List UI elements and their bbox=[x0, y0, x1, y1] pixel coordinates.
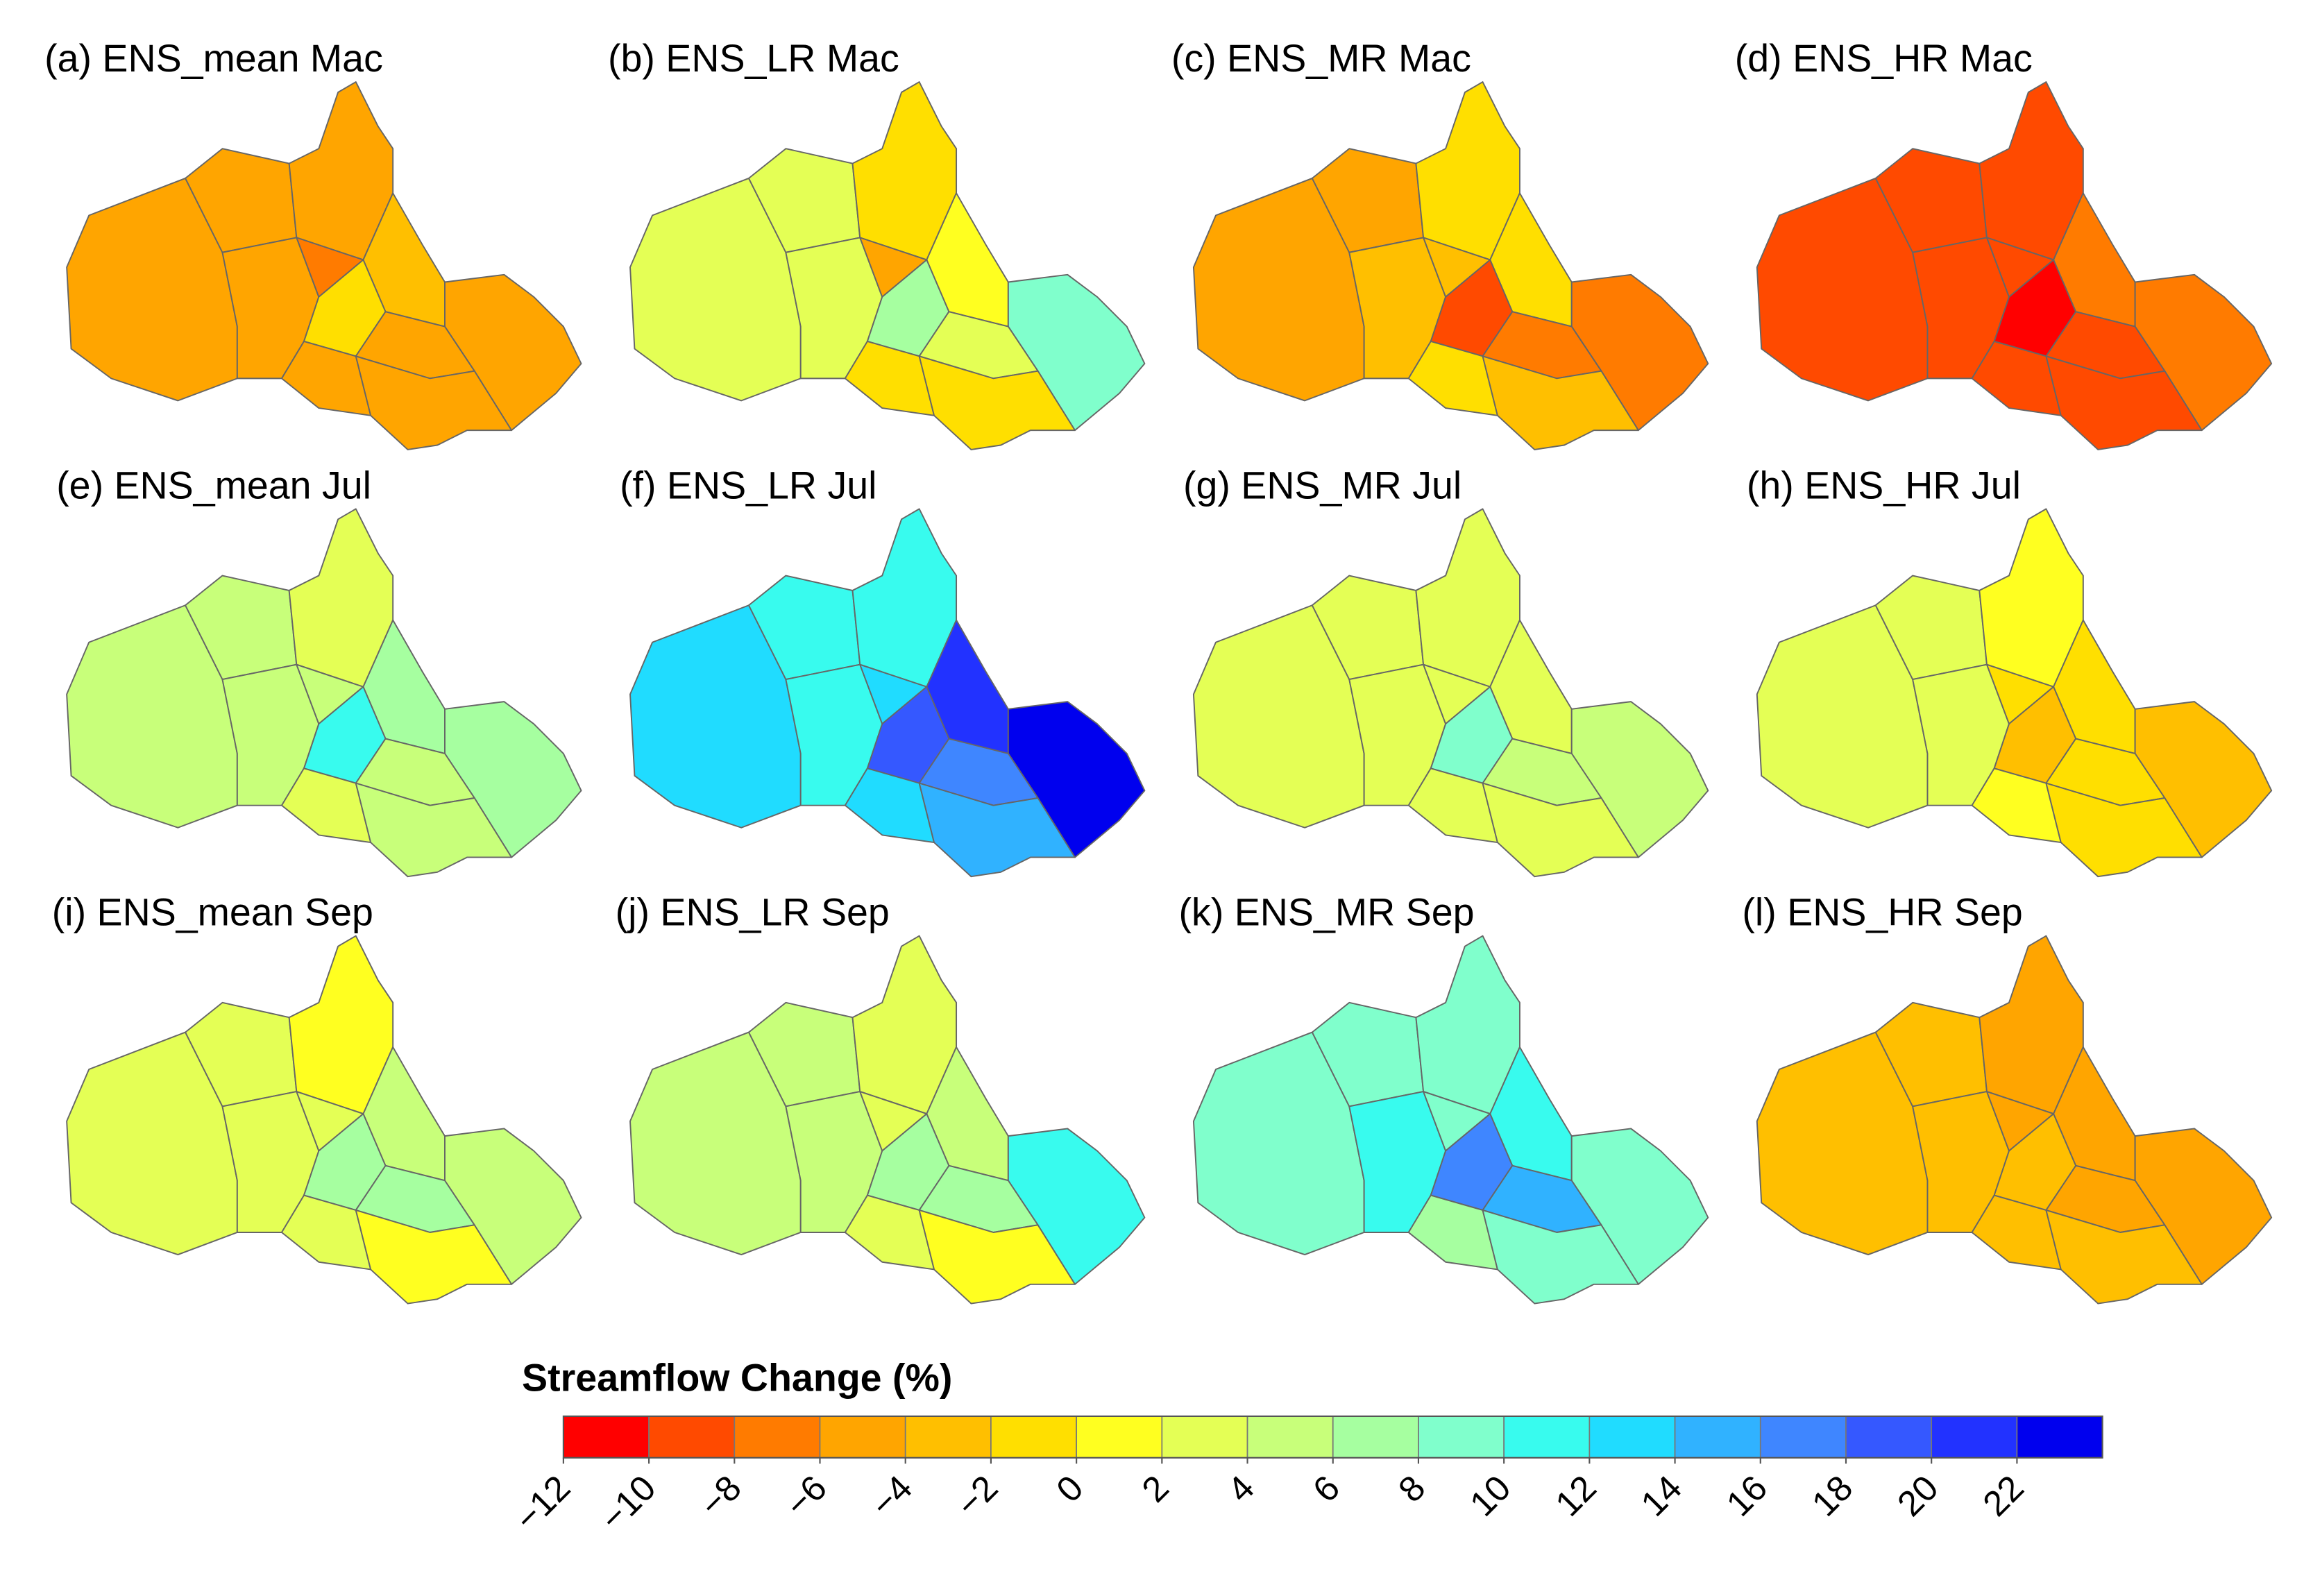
panel-title: (l) ENS_HR Sep bbox=[1742, 891, 2022, 934]
panel-map bbox=[1756, 935, 2273, 1305]
colorbar-tick-label: 16 bbox=[1719, 1468, 1775, 1524]
colorbar-bin bbox=[2016, 1416, 2103, 1459]
sub-basin bbox=[1482, 782, 1639, 878]
sub-basin bbox=[1407, 767, 1498, 844]
sub-basin bbox=[1971, 340, 2062, 416]
sub-basin bbox=[1482, 1209, 1639, 1305]
colorbar-bin bbox=[1845, 1416, 1933, 1459]
panel-map bbox=[1192, 508, 1709, 878]
colorbar-bin bbox=[1759, 1416, 1847, 1459]
sub-basin bbox=[1971, 767, 2062, 844]
panel-map bbox=[66, 81, 582, 450]
colorbar-tick-label: −4 bbox=[863, 1468, 920, 1525]
colorbar-frame bbox=[562, 1415, 2103, 1459]
panel-title: (c) ENS_MR Mac bbox=[1171, 37, 1471, 80]
colorbar-tick-label: 12 bbox=[1548, 1468, 1604, 1524]
colorbar-tick-label: 22 bbox=[1975, 1468, 2031, 1524]
colorbar-tick-label: 8 bbox=[1391, 1468, 1432, 1509]
panel-map bbox=[66, 935, 582, 1305]
panel-title: (b) ENS_LR Mac bbox=[608, 37, 899, 80]
colorbar-bin bbox=[1418, 1416, 1505, 1459]
panel-map bbox=[1192, 935, 1709, 1305]
colorbar-bin bbox=[1588, 1416, 1676, 1459]
colorbar-bin bbox=[904, 1416, 992, 1459]
colorbar-bin bbox=[1076, 1416, 1163, 1459]
sub-basin bbox=[844, 767, 935, 844]
colorbar-bin bbox=[1674, 1416, 1761, 1459]
panel-map bbox=[629, 935, 1146, 1305]
colorbar-bin bbox=[563, 1416, 650, 1459]
panel-title: (a) ENS_mean Mac bbox=[44, 37, 383, 80]
sub-basin bbox=[2045, 355, 2203, 450]
colorbar-tick-label: 10 bbox=[1462, 1468, 1518, 1524]
colorbar-bin bbox=[1931, 1416, 2018, 1459]
colorbar-tick-label: 14 bbox=[1634, 1468, 1690, 1524]
colorbar-bin bbox=[648, 1416, 736, 1459]
colorbar-tick-label: 0 bbox=[1049, 1468, 1090, 1509]
sub-basin bbox=[355, 1209, 513, 1305]
panel-map bbox=[66, 508, 582, 878]
panel-title: (k) ENS_MR Sep bbox=[1179, 891, 1475, 934]
colorbar-tick-label: 6 bbox=[1305, 1468, 1347, 1509]
panel-map bbox=[1192, 81, 1709, 450]
sub-basin bbox=[844, 1194, 935, 1271]
sub-basin bbox=[2045, 1209, 2203, 1305]
sub-basin bbox=[844, 340, 935, 416]
sub-basin bbox=[355, 355, 513, 450]
panel-title: (i) ENS_mean Sep bbox=[52, 891, 373, 934]
sub-basin bbox=[1407, 1194, 1498, 1271]
sub-basin bbox=[918, 355, 1076, 450]
panel-title: (g) ENS_MR Jul bbox=[1183, 464, 1461, 507]
sub-basin bbox=[918, 1209, 1076, 1305]
panel-map bbox=[1756, 508, 2273, 878]
colorbar-bin bbox=[1246, 1416, 1334, 1459]
colorbar-bin bbox=[819, 1416, 906, 1459]
panel-map bbox=[1756, 81, 2273, 450]
panel-title: (e) ENS_mean Jul bbox=[56, 464, 371, 507]
sub-basin bbox=[280, 340, 372, 416]
colorbar-tick-label: 20 bbox=[1890, 1468, 1946, 1524]
sub-basin bbox=[1482, 355, 1639, 450]
panel-title: (j) ENS_LR Sep bbox=[616, 891, 890, 934]
colorbar-tick-label: −8 bbox=[692, 1468, 749, 1525]
colorbar-tick-label: 4 bbox=[1220, 1468, 1262, 1509]
panel-title: (f) ENS_LR Jul bbox=[620, 464, 876, 507]
sub-basin bbox=[918, 782, 1076, 878]
colorbar-tick-label: −2 bbox=[949, 1468, 1006, 1525]
colorbar-tick-label: −12 bbox=[507, 1468, 578, 1538]
panel-title: (h) ENS_HR Jul bbox=[1747, 464, 2021, 507]
colorbar-title: Streamflow Change (%) bbox=[522, 1357, 952, 1400]
colorbar-tick-label: −6 bbox=[777, 1468, 834, 1525]
colorbar-bin bbox=[1161, 1416, 1248, 1459]
sub-basin bbox=[2045, 782, 2203, 878]
colorbar-bin bbox=[734, 1416, 821, 1459]
colorbar-tick-label: 2 bbox=[1134, 1468, 1176, 1509]
panel-map bbox=[629, 81, 1146, 450]
colorbar-bin bbox=[1332, 1416, 1419, 1459]
colorbar-tick-label: −10 bbox=[593, 1468, 663, 1538]
sub-basin bbox=[280, 767, 372, 844]
colorbar-bin bbox=[1503, 1416, 1591, 1459]
sub-basin bbox=[280, 1194, 372, 1271]
sub-basin bbox=[1971, 1194, 2062, 1271]
panel-title: (d) ENS_HR Mac bbox=[1735, 37, 2033, 80]
colorbar-bin bbox=[990, 1416, 1077, 1459]
sub-basin bbox=[355, 782, 513, 878]
sub-basin bbox=[1407, 340, 1498, 416]
panel-map bbox=[629, 508, 1146, 878]
colorbar-tick-label: 18 bbox=[1804, 1468, 1861, 1524]
